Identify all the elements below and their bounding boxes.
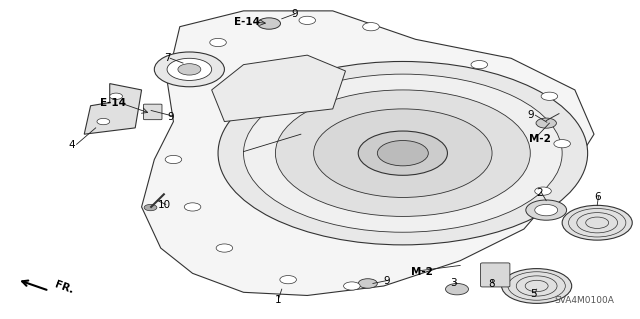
Text: 9: 9 [167,112,173,122]
Text: E-14: E-14 [234,17,260,27]
Circle shape [216,244,233,252]
Circle shape [526,200,566,220]
Text: SVA4M0100A: SVA4M0100A [554,296,614,305]
Text: 9: 9 [527,110,534,120]
Text: 3: 3 [451,278,457,288]
Text: E-14: E-14 [100,98,126,108]
Circle shape [502,269,572,303]
Circle shape [218,62,588,245]
Circle shape [344,282,360,290]
Text: M-2: M-2 [411,267,433,277]
Circle shape [280,276,296,284]
Circle shape [184,203,201,211]
Circle shape [378,141,428,166]
Circle shape [554,140,570,148]
FancyBboxPatch shape [481,263,510,287]
Circle shape [275,90,531,216]
Circle shape [471,61,488,69]
Circle shape [299,16,316,25]
Circle shape [358,131,447,175]
Circle shape [535,187,551,195]
Circle shape [314,109,492,197]
Text: FR.: FR. [54,279,76,296]
Text: 7: 7 [164,53,170,63]
FancyBboxPatch shape [143,104,162,120]
Circle shape [358,279,378,288]
Circle shape [97,118,109,125]
Circle shape [165,155,182,164]
Circle shape [154,52,225,87]
Circle shape [109,93,122,100]
Text: 10: 10 [157,200,170,210]
Circle shape [363,23,380,31]
Circle shape [244,74,562,232]
Circle shape [210,38,227,47]
Text: 4: 4 [68,140,75,150]
Text: 8: 8 [489,279,495,289]
Text: 9: 9 [291,9,298,19]
Text: 6: 6 [594,192,600,203]
Circle shape [536,118,556,128]
Circle shape [144,204,157,211]
Circle shape [257,18,280,29]
PathPatch shape [84,84,141,134]
Text: M-2: M-2 [529,134,551,144]
Text: 1: 1 [275,295,282,305]
Text: 2: 2 [536,188,543,198]
Text: 5: 5 [530,289,537,299]
Circle shape [445,284,468,295]
Circle shape [541,92,557,100]
PathPatch shape [141,11,594,295]
Text: 9: 9 [383,276,390,286]
Circle shape [562,205,632,240]
Circle shape [167,58,212,80]
Circle shape [535,204,557,216]
Circle shape [178,64,201,75]
PathPatch shape [212,55,346,122]
